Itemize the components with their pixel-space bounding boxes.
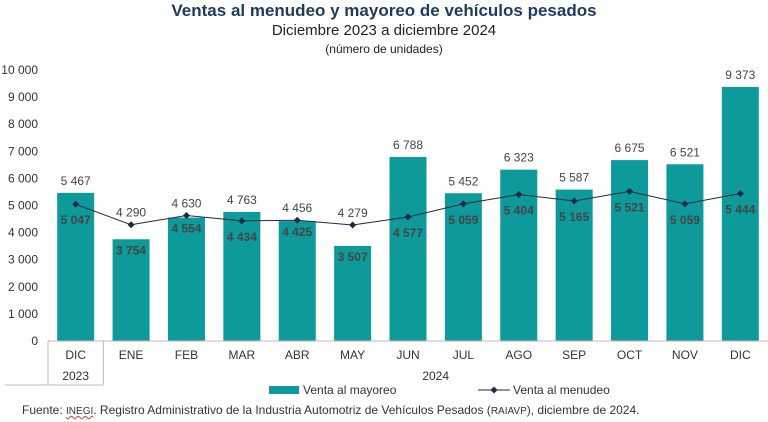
y-tick-label: 4 000: [8, 226, 38, 240]
x-tick-label: OCT: [617, 348, 643, 362]
data-label-above: 4 456: [282, 201, 312, 215]
legend-label-menudeo: Venta al menudeo: [513, 383, 610, 397]
data-label-above: 5 587: [559, 171, 589, 185]
point-menudeo: [515, 191, 523, 199]
y-tick-label: 10 000: [1, 63, 38, 77]
x-tick-label: ENE: [119, 348, 144, 362]
chart-title: Ventas al menudeo y mayoreo de vehículos…: [171, 1, 597, 20]
source-suffix: ), diciembre de 2024.: [526, 403, 640, 417]
data-label-above: 5 452: [448, 174, 478, 188]
data-label-above: 9 373: [725, 68, 755, 82]
source-note: Fuente: INEGI. Registro Administrativo d…: [22, 403, 639, 417]
data-label-inside: 4 554: [171, 222, 201, 236]
chart-units-note: (número de unidades): [325, 42, 443, 56]
chart-plot: 0 1 000 2 000 3 000 4 000 5 000 6 000 7 000 8 00…: [1, 63, 768, 397]
y-tick-label: 0: [31, 334, 38, 348]
point-menudeo: [570, 197, 578, 205]
data-label-inside: 5 521: [615, 200, 645, 214]
point-menudeo: [459, 200, 467, 208]
data-label-above: 4 290: [116, 206, 146, 220]
legend-swatch-mayoreo: [269, 386, 299, 394]
data-label-inside: 3 507: [338, 250, 368, 264]
point-menudeo: [238, 217, 246, 225]
bar-mayoreo: [389, 157, 427, 341]
y-tick-label: 1 000: [8, 307, 38, 321]
data-label-above: 6 521: [670, 145, 700, 159]
y-tick-label: 2 000: [8, 280, 38, 294]
bar-mayoreo: [334, 245, 372, 341]
point-menudeo: [72, 200, 80, 208]
data-label-above: 6 323: [504, 151, 534, 165]
point-menudeo: [681, 200, 689, 208]
bar-mayoreo: [444, 193, 482, 341]
x-tick-label: SEP: [562, 348, 586, 362]
point-menudeo: [293, 216, 301, 224]
data-label-inside: 3 754: [116, 243, 146, 257]
bar-mayoreo: [721, 86, 759, 341]
y-tick-label: 7 000: [8, 144, 38, 158]
x-tick-label: MAR: [229, 348, 256, 362]
x-tick-label: NOV: [672, 348, 698, 362]
data-label-inside: 5 059: [670, 213, 700, 227]
bar-mayoreo: [611, 160, 649, 341]
chart-subtitle: Diciembre 2023 a diciembre 2024: [271, 22, 497, 39]
legend-marker-menudeo: [490, 386, 498, 394]
bar-mayoreo: [57, 192, 95, 341]
data-label-inside: 4 425: [282, 225, 312, 239]
x-tick-label: DIC: [730, 348, 751, 362]
x-tick-label: MAY: [340, 348, 365, 362]
data-label-above: 6 788: [393, 138, 423, 152]
bar-mayoreo: [500, 169, 538, 341]
source-prefix: Fuente:: [22, 403, 67, 417]
point-menudeo: [349, 221, 357, 229]
source-raiavp: RAIAVP: [490, 406, 527, 417]
data-label-inside: 5 165: [559, 210, 589, 224]
x-tick-label: ABR: [285, 348, 310, 362]
x-tick-label: FEB: [175, 348, 198, 362]
source-inegi: INEGI: [66, 406, 94, 417]
data-label-inside: 4 434: [227, 230, 257, 244]
data-label-inside: 5 047: [61, 213, 91, 227]
data-label-inside: 5 404: [504, 204, 534, 218]
y-tick-label: 3 000: [8, 253, 38, 267]
bar-mayoreo: [223, 211, 261, 341]
year-label: 2023: [62, 369, 89, 383]
y-tick-label: 9 000: [8, 90, 38, 104]
source-middle: . Registro Administrativo de la Industri…: [93, 403, 491, 417]
x-tick-label: AGO: [505, 348, 532, 362]
point-menudeo: [626, 187, 634, 195]
point-menudeo: [736, 189, 744, 197]
bar-mayoreo: [112, 239, 150, 341]
legend-label-mayoreo: Venta al mayoreo: [303, 383, 397, 397]
y-tick-label: 5 000: [8, 199, 38, 213]
y-tick-label: 8 000: [8, 117, 38, 131]
point-menudeo: [404, 213, 412, 221]
point-menudeo: [127, 221, 135, 229]
bar-mayoreo: [666, 164, 704, 341]
y-tick-label: 6 000: [8, 171, 38, 185]
data-label-above: 5 467: [61, 174, 91, 188]
data-label-above: 4 630: [171, 197, 201, 211]
x-tick-label: DIC: [65, 348, 86, 362]
data-label-above: 6 675: [615, 141, 645, 155]
x-tick-label: JUL: [453, 348, 475, 362]
bar-mayoreo: [167, 217, 205, 341]
data-label-inside: 5 059: [448, 213, 478, 227]
bar-mayoreo: [278, 221, 316, 341]
data-label-inside: 4 577: [393, 226, 423, 240]
data-label-above: 4 279: [338, 206, 368, 220]
year-label: 2024: [422, 369, 449, 383]
bar-mayoreo: [555, 189, 593, 341]
x-tick-label: JUN: [396, 348, 419, 362]
data-label-above: 4 763: [227, 193, 257, 207]
data-label-inside: 5 444: [725, 202, 755, 216]
point-menudeo: [182, 212, 190, 220]
